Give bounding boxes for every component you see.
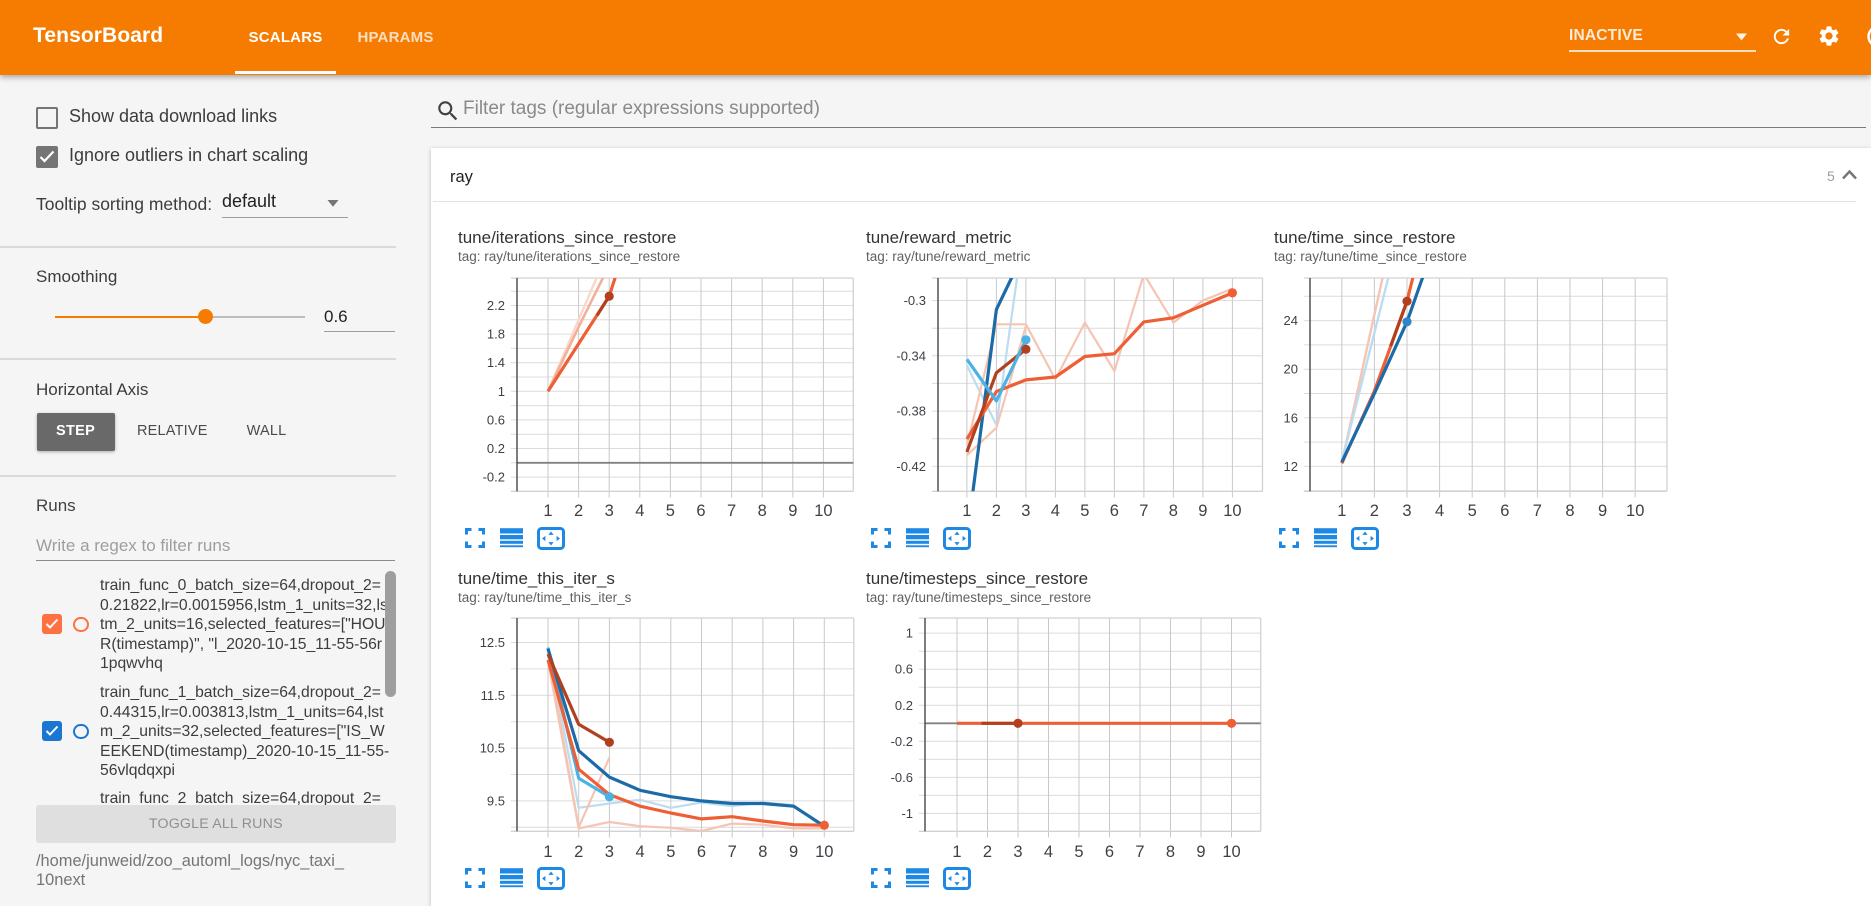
svg-text:9.5: 9.5 [486,793,504,808]
svg-text:5: 5 [1468,502,1477,520]
svg-text:1.8: 1.8 [487,326,505,341]
svg-text:5: 5 [1080,502,1089,520]
svg-text:7: 7 [1533,502,1542,520]
svg-text:0.6: 0.6 [895,661,913,676]
svg-text:10: 10 [1223,843,1241,861]
svg-text:7: 7 [727,502,736,520]
svg-text:9: 9 [1197,843,1206,861]
svg-text:-0.2: -0.2 [483,469,505,484]
svg-text:6: 6 [696,843,705,861]
svg-text:9: 9 [788,502,797,520]
svg-text:-0.3: -0.3 [903,293,925,308]
svg-text:1: 1 [962,502,971,520]
svg-text:3: 3 [604,843,613,861]
svg-text:1: 1 [543,502,552,520]
svg-text:7: 7 [1139,502,1148,520]
svg-text:24: 24 [1284,313,1298,328]
svg-text:2.2: 2.2 [487,298,505,313]
svg-text:2: 2 [574,843,583,861]
svg-text:12.5: 12.5 [479,635,504,650]
svg-text:8: 8 [1565,502,1574,520]
svg-text:8: 8 [758,843,767,861]
svg-text:1: 1 [906,625,913,640]
svg-text:10: 10 [1223,502,1241,520]
svg-text:0.2: 0.2 [895,697,913,712]
svg-text:10: 10 [1626,502,1644,520]
svg-text:8: 8 [1168,502,1177,520]
svg-text:-0.38: -0.38 [896,403,926,418]
svg-text:9: 9 [789,843,798,861]
svg-text:1.4: 1.4 [487,355,505,370]
svg-text:10.5: 10.5 [479,740,504,755]
svg-text:-0.2: -0.2 [891,733,913,748]
svg-text:1: 1 [1337,502,1346,520]
svg-text:-0.34: -0.34 [896,348,926,363]
svg-text:7: 7 [1136,843,1145,861]
svg-text:8: 8 [1166,843,1175,861]
svg-text:2: 2 [1370,502,1379,520]
svg-text:10: 10 [814,502,832,520]
svg-text:20: 20 [1284,361,1298,376]
svg-text:5: 5 [666,502,675,520]
svg-text:1: 1 [953,843,962,861]
svg-text:4: 4 [635,502,644,520]
svg-text:-1: -1 [902,806,914,821]
svg-text:6: 6 [1105,843,1114,861]
svg-text:3: 3 [1402,502,1411,520]
svg-text:4: 4 [635,843,644,861]
svg-text:2: 2 [983,843,992,861]
svg-text:7: 7 [727,843,736,861]
svg-text:6: 6 [1109,502,1118,520]
svg-text:-0.6: -0.6 [891,770,913,785]
svg-text:11.5: 11.5 [480,687,504,702]
svg-text:12: 12 [1284,458,1298,473]
svg-text:3: 3 [1014,843,1023,861]
svg-text:4: 4 [1435,502,1444,520]
svg-text:3: 3 [605,502,614,520]
svg-text:3: 3 [1021,502,1030,520]
svg-text:4: 4 [1044,843,1053,861]
svg-text:2: 2 [574,502,583,520]
svg-text:6: 6 [1500,502,1509,520]
svg-text:0.6: 0.6 [487,412,505,427]
svg-text:6: 6 [696,502,705,520]
svg-text:1: 1 [543,843,552,861]
svg-text:5: 5 [1075,843,1084,861]
svg-text:1: 1 [498,383,505,398]
svg-text:-0.42: -0.42 [896,458,926,473]
svg-text:2: 2 [991,502,1000,520]
svg-text:10: 10 [815,843,833,861]
svg-text:0.2: 0.2 [487,441,505,456]
svg-text:9: 9 [1198,502,1207,520]
svg-text:8: 8 [758,502,767,520]
svg-text:4: 4 [1050,502,1059,520]
svg-text:16: 16 [1284,410,1298,425]
svg-text:9: 9 [1598,502,1607,520]
svg-text:5: 5 [666,843,675,861]
